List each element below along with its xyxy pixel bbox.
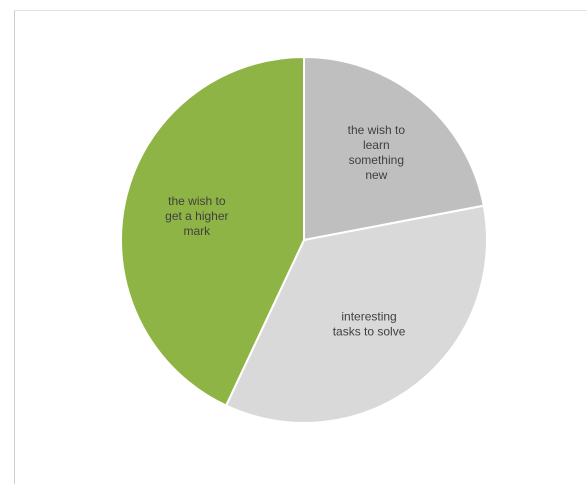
pie-slices xyxy=(120,55,488,424)
pie-slice-label-line: the wish to xyxy=(168,194,226,208)
pie-slice-label-line: get a higher xyxy=(165,209,228,223)
pie-slice-label-line: something xyxy=(349,153,404,167)
pie-slice-label-line: tasks to solve xyxy=(333,324,406,338)
pie-slice-label-line: interesting xyxy=(341,309,396,323)
chart-area xyxy=(14,10,587,484)
pie-slice-label-line: the wish to xyxy=(348,123,406,137)
pie-slice-label-line: new xyxy=(365,168,387,182)
pie-slice-1 xyxy=(224,204,488,424)
pie-slice-label-line: mark xyxy=(184,224,212,238)
pie-slice-label-1: interesting tasks to solve xyxy=(333,309,406,338)
pie-slice-label-line: learn xyxy=(363,138,390,152)
pie-slice-label-2: the wish to get a higher mark xyxy=(165,194,228,238)
pie-slice-0 xyxy=(303,55,485,242)
pie-slice-label-0: the wish to learn something new xyxy=(348,123,406,182)
pie-slice-2 xyxy=(120,55,305,407)
